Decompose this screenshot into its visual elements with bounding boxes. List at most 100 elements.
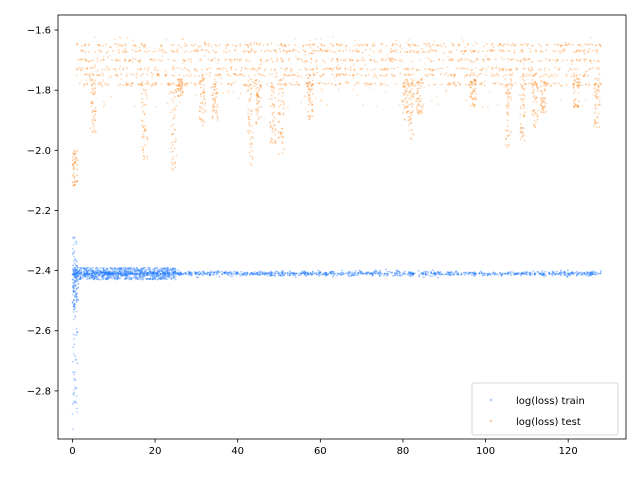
test-point [102,74,105,77]
train-point [94,275,97,278]
test-point [94,113,97,116]
test-point [283,43,286,46]
train-point [120,275,122,278]
test-point [92,123,95,126]
test-point [287,74,290,77]
test-point [448,50,451,53]
test-point [405,106,407,109]
test-point [506,91,509,94]
train-point [258,270,261,273]
test-point [542,109,545,112]
train-point [266,272,268,275]
test-point [173,147,176,150]
test-point [338,49,341,52]
test-point [285,74,288,77]
test-point [249,41,252,44]
test-point [211,97,214,100]
test-point [444,45,447,48]
test-point [247,112,249,115]
test-point [531,44,534,47]
train-point [155,275,158,278]
test-point [283,83,286,86]
test-point [580,45,583,48]
test-point [271,73,274,76]
test-point [141,80,143,83]
train-point [135,266,138,269]
train-point [118,277,121,280]
train-point [121,269,123,272]
test-point [225,58,228,60]
test-point [71,174,74,177]
train-point [166,270,169,273]
test-point [216,111,219,113]
test-point [260,106,262,108]
train-point [278,272,280,274]
train-point [81,267,83,269]
test-point [221,69,224,72]
test-point [345,73,348,76]
test-point [76,43,79,45]
train-point [125,272,128,275]
train-point [160,276,163,279]
test-point [426,75,429,78]
test-point [377,50,380,53]
train-point [346,272,348,275]
test-point [514,58,517,61]
test-point [102,45,105,47]
train-point [412,272,415,275]
test-point [470,51,473,54]
test-point [400,50,402,53]
test-point [306,60,309,63]
test-point [250,143,253,146]
test-point [331,57,334,60]
train-point [172,276,175,279]
train-point [130,267,132,270]
test-point [552,59,555,62]
train-point [383,272,386,275]
test-point [401,83,404,86]
train-point [103,270,106,272]
train-point [99,270,102,273]
train-point [131,271,134,274]
test-point [350,66,352,68]
train-point [310,273,313,276]
test-point [247,51,250,54]
test-point [560,44,563,47]
test-point [236,58,239,61]
test-point [232,44,235,47]
test-point [321,89,324,92]
test-point [373,68,376,71]
train-point [130,278,133,280]
test-point [213,109,216,112]
train-point [165,273,168,276]
test-point [95,70,98,73]
test-point [341,43,343,45]
train-point [161,273,164,276]
test-point [170,111,173,114]
test-point [228,50,231,52]
test-point [370,59,372,62]
train-point [172,274,175,277]
test-point [337,88,340,91]
test-point [251,68,254,71]
test-point [412,96,415,99]
test-point [542,106,544,108]
train-point [76,292,78,295]
test-point [575,74,578,77]
test-point [264,60,267,63]
test-point [279,50,282,53]
train-point [138,270,141,273]
train-point [267,271,270,274]
train-point [594,273,597,276]
train-point [86,272,88,275]
test-point [83,85,86,87]
train-point [124,273,127,276]
test-point [248,60,251,63]
test-point [519,43,522,46]
train-point [131,273,134,276]
test-point [423,42,426,45]
test-point [150,84,152,87]
test-point [229,66,232,69]
test-point [470,69,472,72]
train-point [162,273,165,276]
